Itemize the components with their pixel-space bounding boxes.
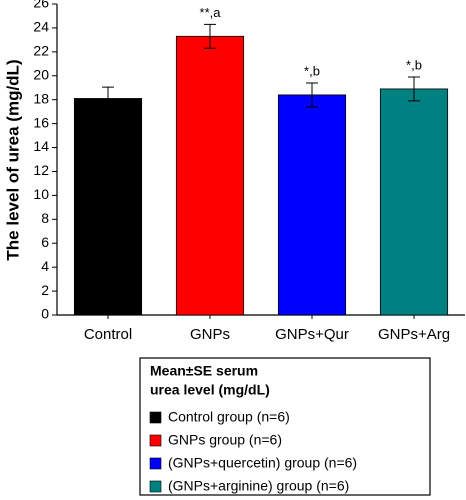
y-tick-label: 26: [33, 0, 49, 11]
error-bar: [306, 82, 318, 108]
y-tick-label: 6: [41, 234, 49, 250]
y-tick-label: 16: [33, 114, 49, 130]
legend-label: (GNPs+arginine) group (n=6): [168, 478, 349, 494]
legend-label: GNPs group (n=6): [168, 432, 282, 448]
y-tick-label: 22: [33, 43, 49, 59]
legend-title: urea level (mg/dL): [150, 382, 270, 398]
y-tick-label: 10: [33, 186, 49, 202]
legend-label: (GNPs+quercetin) group (n=6): [168, 455, 357, 471]
y-axis-label: The level of urea (mg/dL): [3, 59, 22, 260]
legend-label: Control group (n=6): [168, 409, 290, 425]
legend-swatch: [149, 480, 162, 493]
y-tick-label: 4: [41, 258, 49, 274]
y-tick-label: 12: [33, 162, 49, 178]
x-tick-label: GNPs+Qur: [275, 326, 349, 343]
significance-label: **,a: [200, 5, 222, 20]
significance-label: *,b: [304, 63, 320, 78]
legend-box: [139, 357, 431, 496]
legend-title: Mean±SE serum: [150, 363, 258, 379]
bar: [175, 35, 245, 316]
y-tick-label: 18: [33, 90, 49, 106]
error-bar: [102, 86, 114, 111]
y-tick-label: 2: [41, 282, 49, 298]
legend-swatch: [149, 411, 162, 424]
x-tick-label: Control: [84, 326, 132, 343]
legend-swatch: [149, 434, 162, 447]
bar: [73, 98, 143, 316]
bar: [277, 94, 347, 316]
x-tick-label: GNPs: [190, 326, 230, 343]
y-tick-label: 14: [33, 138, 49, 154]
y-tick-label: 0: [41, 306, 49, 322]
bar: [379, 88, 449, 316]
significance-label: *,b: [406, 57, 422, 72]
y-tick-label: 8: [41, 210, 49, 226]
legend-swatch: [149, 457, 162, 470]
y-tick-label: 20: [33, 66, 49, 82]
error-bar: [204, 23, 216, 49]
error-bar: [408, 76, 420, 102]
y-tick-label: 24: [33, 19, 49, 35]
x-tick-label: GNPs+Arg: [378, 326, 450, 343]
